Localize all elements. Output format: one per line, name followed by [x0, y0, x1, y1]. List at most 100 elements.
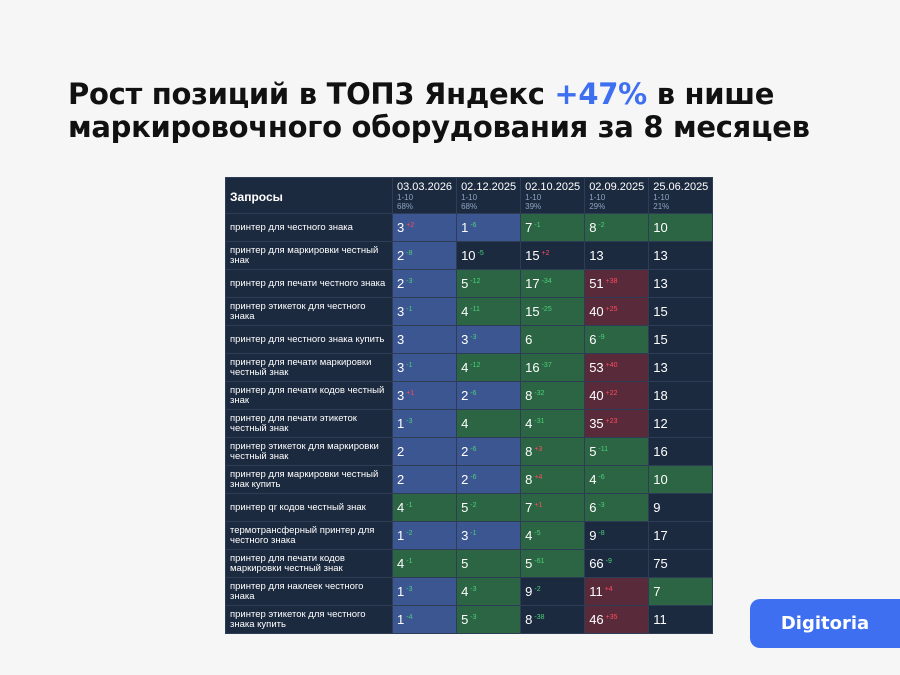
position-change: +22 [605, 389, 618, 397]
position: 9 [653, 500, 661, 515]
position-change: -8 [406, 249, 413, 257]
position: 10 [653, 472, 668, 487]
position-change: -32 [534, 389, 545, 397]
table-row: принтер этикеток для маркировки честный … [225, 437, 714, 466]
position-change: -6 [470, 473, 477, 481]
position: 40 [589, 388, 604, 403]
table-row: принтер для печати кодов честный знак 3 +1… [225, 381, 714, 410]
position-cell: 5 -2 [456, 493, 522, 522]
position-change: -1 [534, 221, 541, 229]
query: принтер для честного знака [225, 213, 393, 242]
position-cell: 53 +40 [584, 353, 650, 382]
position: 8 [525, 444, 533, 459]
position-change: -1 [406, 557, 413, 565]
position-change: -61 [534, 557, 545, 565]
position-change: +23 [605, 417, 618, 425]
position: 3 [461, 332, 469, 347]
position-change: +4 [534, 473, 543, 481]
position: 5 [461, 500, 469, 515]
position: 7 [525, 220, 533, 235]
query: принтер для печати этикеток честный знак [225, 409, 393, 438]
query: принтер для наклеек честного знака [225, 577, 393, 606]
position-cell: 5 -61 [520, 549, 586, 578]
position-change: +2 [541, 249, 550, 257]
position-cell: 3 +2 [391, 213, 458, 242]
position-change: -3 [598, 501, 605, 509]
position: 9 [525, 584, 533, 599]
column-range: 1-10 [653, 193, 670, 202]
position-change: +1 [534, 501, 543, 509]
position-cell: 8 -2 [584, 213, 650, 242]
position-change: -11 [598, 445, 609, 453]
position-cell: 3 -1 [456, 521, 522, 550]
position: 4 [461, 416, 469, 431]
position: 4 [525, 528, 533, 543]
position: 1 [397, 528, 405, 543]
position: 2 [461, 444, 469, 459]
position-cell: 4 -31 [520, 409, 586, 438]
column-date: 03.03.2026 [397, 181, 453, 193]
position-cell: 15 [648, 325, 714, 354]
position: 53 [589, 360, 604, 375]
position: 15 [653, 304, 668, 319]
position-cell: 7 [648, 577, 714, 606]
position-change: -3 [470, 585, 477, 593]
table-row: принтер для честного знака 3 +2 1 -6 7 -1 8 -2 10 [225, 213, 714, 242]
position-cell: 5 -3 [456, 605, 522, 634]
position: 4 [397, 556, 405, 571]
query: принтер для маркировки честный знак купи… [225, 465, 393, 494]
position: 3 [397, 388, 405, 403]
position-cell: 6 -3 [584, 493, 650, 522]
position-cell: 12 [648, 409, 714, 438]
query: термотрансферный принтер для честного зн… [225, 521, 393, 550]
position-cell: 2 [391, 437, 458, 466]
position: 16 [653, 444, 668, 459]
position: 7 [653, 584, 661, 599]
position: 3 [397, 332, 405, 347]
position-cell: 9 -2 [520, 577, 586, 606]
position-change: -9 [598, 333, 605, 341]
position-cell: 8 +4 [520, 465, 586, 494]
position: 2 [397, 248, 405, 263]
column-share: 21% [653, 202, 670, 211]
position-change: +3 [534, 445, 543, 453]
position-change: +2 [406, 221, 415, 229]
title-text: в нише маркировочного оборудования за 8 … [68, 77, 810, 144]
position: 1 [397, 612, 405, 627]
position: 15 [653, 332, 668, 347]
table-row: принтер для честного знака купить 3 3 -3 6 6-… [225, 325, 714, 354]
table-row: принтер для печати кодов маркировки чест… [225, 549, 714, 578]
position: 18 [653, 388, 668, 403]
position: 8 [525, 472, 533, 487]
position-change: -31 [534, 417, 545, 425]
position-change: -6 [598, 473, 605, 481]
position-cell: 2 -6 [456, 437, 522, 466]
position: 13 [653, 276, 668, 291]
position: 10 [653, 220, 668, 235]
position-change: +35 [605, 613, 618, 621]
position-change: -2 [598, 221, 605, 229]
position-change: -11 [470, 305, 480, 313]
position: 8 [525, 388, 533, 403]
position-change: -38 [534, 613, 545, 621]
position-cell: 7 +1 [520, 493, 586, 522]
position-cell: 46 +35 [584, 605, 650, 634]
query: принтер для печати маркировки честный зн… [225, 353, 393, 382]
position: 2 [397, 472, 405, 487]
position-change: -12 [470, 277, 481, 285]
position: 5 [525, 556, 533, 571]
position: 4 [525, 416, 533, 431]
column-date: 02.10.2025 [525, 181, 581, 193]
position-change: +38 [605, 277, 618, 285]
position-cell: 40 +25 [584, 297, 650, 326]
position-cell: 1 -3 [391, 409, 458, 438]
position-cell: 13 [648, 269, 714, 298]
position: 7 [525, 500, 533, 515]
column-date: 25.06.2025 [653, 181, 709, 193]
position: 4 [397, 500, 405, 515]
column-range: 1-10 [525, 193, 542, 202]
position-cell: 11 +4 [584, 577, 650, 606]
position-cell: 2 [391, 465, 458, 494]
query: принтер этикеток для честного знака купи… [225, 605, 393, 634]
